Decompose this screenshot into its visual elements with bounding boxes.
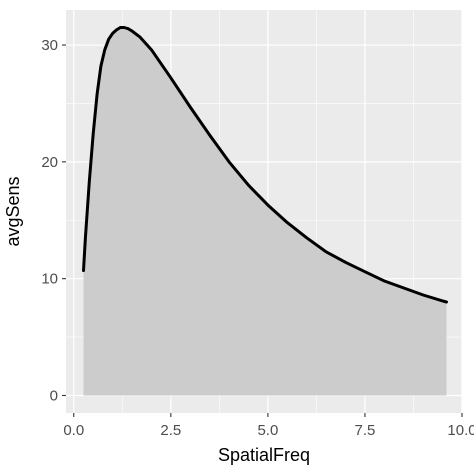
y-tick-label: 30 bbox=[41, 37, 58, 54]
series-area bbox=[83, 27, 447, 396]
x-tick-label: 10.0 bbox=[447, 422, 474, 439]
x-tick-label: 5.0 bbox=[257, 422, 278, 439]
x-tick-label: 0.0 bbox=[63, 422, 84, 439]
series-layer bbox=[82, 26, 448, 396]
series-line bbox=[82, 26, 448, 304]
y-axis-title: avgSens bbox=[3, 176, 23, 246]
x-tick-label: 7.5 bbox=[355, 422, 376, 439]
y-tick-label: 20 bbox=[41, 154, 58, 171]
x-tick-label: 2.5 bbox=[160, 422, 181, 439]
y-axis: 0 10 20 30 bbox=[41, 37, 66, 404]
x-axis-title: SpatialFreq bbox=[218, 445, 310, 465]
y-tick-label: 10 bbox=[41, 271, 58, 288]
y-tick-label: 0 bbox=[50, 387, 58, 404]
x-axis: 0.0 2.5 5.0 7.5 10.0 bbox=[63, 413, 474, 439]
